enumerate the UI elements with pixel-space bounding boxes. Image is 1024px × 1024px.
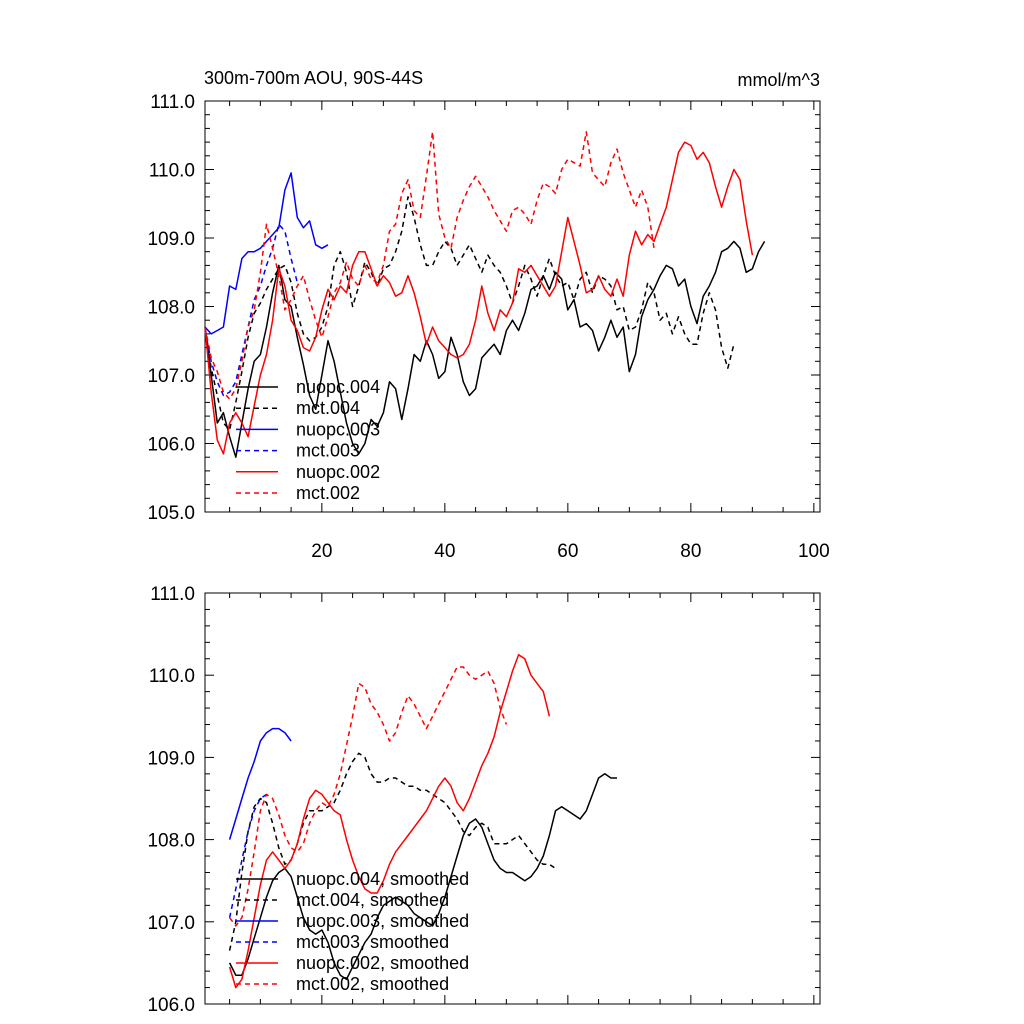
series-line-nuopc-003-smoothed	[228, 727, 292, 840]
series-line-nuopc-004	[204, 240, 766, 458]
legend: nuopc.004mct.004nuopc.003mct.003nuopc.00…	[236, 377, 380, 503]
x-tick-label: 60	[557, 541, 578, 562]
y-tick-label: 107.0	[147, 366, 195, 387]
legend-label: mct.003	[296, 441, 360, 461]
plot-frame	[204, 592, 821, 1005]
series-line-nuopc-003	[204, 172, 329, 335]
legend-label: nuopc.004, smoothed	[296, 869, 469, 889]
x-tick-label: 40	[434, 541, 455, 562]
legend-label: mct.004, smoothed	[296, 890, 449, 910]
x-tick-label: 20	[311, 541, 332, 562]
y-tick-label: 109.0	[147, 748, 195, 769]
x-tick-labels: 20 40 60 80 100	[311, 541, 829, 562]
legend-label: nuopc.002	[296, 462, 380, 482]
legend-label: mct.002, smoothed	[296, 974, 449, 994]
series-lines	[204, 131, 766, 458]
series-line-mct-002-smoothed	[229, 666, 508, 927]
y-tick-label: 106.0	[147, 435, 195, 456]
y-tick-labels: 106.0 107.0 108.0 109.0 110.0 111.0	[147, 584, 195, 1016]
bottom-panel: 106.0 107.0 108.0 109.0 110.0 111.0 nuopc.004…	[147, 584, 821, 1016]
y-tick-label: 109.0	[147, 229, 195, 250]
y-tick-labels: 105.0 106.0 107.0 108.0 109.0 110.0 111.0	[147, 92, 195, 524]
series-line-nuopc-004-smoothed	[228, 773, 617, 981]
tick-marks	[205, 100, 820, 513]
series-line-mct-004	[204, 196, 735, 431]
units-label: mmol/m^3	[738, 70, 820, 90]
chart-title: 300m-700m AOU, 90S-44S	[204, 68, 423, 88]
legend-label: mct.004	[296, 398, 360, 418]
legend-label: mct.003, smoothed	[296, 932, 449, 952]
tick-marks	[205, 592, 820, 1005]
legend-label: nuopc.003, smoothed	[296, 911, 469, 931]
series-line-mct-004-smoothed	[228, 752, 556, 951]
series-line-mct-002	[204, 131, 655, 400]
y-tick-label: 108.0	[147, 831, 195, 852]
y-tick-label: 107.0	[147, 913, 195, 934]
y-tick-label: 108.0	[147, 298, 195, 319]
y-tick-label: 111.0	[150, 92, 195, 113]
legend-label: nuopc.002, smoothed	[296, 953, 469, 973]
y-tick-label: 105.0	[147, 503, 195, 524]
series-line-nuopc-002-smoothed	[228, 653, 551, 989]
y-tick-label: 111.0	[150, 584, 195, 605]
x-tick-label: 100	[798, 541, 830, 562]
y-tick-label: 110.0	[149, 161, 195, 182]
top-panel: 300m-700m AOU, 90S-44S mmol/m^3 105.0 106…	[147, 68, 829, 562]
series-line-nuopc-002	[204, 141, 754, 455]
series-line-mct-003-smoothed	[228, 793, 267, 918]
legend-label: nuopc.004	[296, 377, 380, 397]
legend-label: nuopc.003	[296, 419, 380, 439]
x-tick-label: 80	[680, 541, 701, 562]
series-line-mct-003	[204, 223, 299, 397]
legend-label: mct.002	[296, 483, 360, 503]
y-tick-label: 110.0	[149, 666, 195, 687]
y-tick-label: 106.0	[147, 995, 195, 1016]
series-lines	[228, 653, 617, 989]
